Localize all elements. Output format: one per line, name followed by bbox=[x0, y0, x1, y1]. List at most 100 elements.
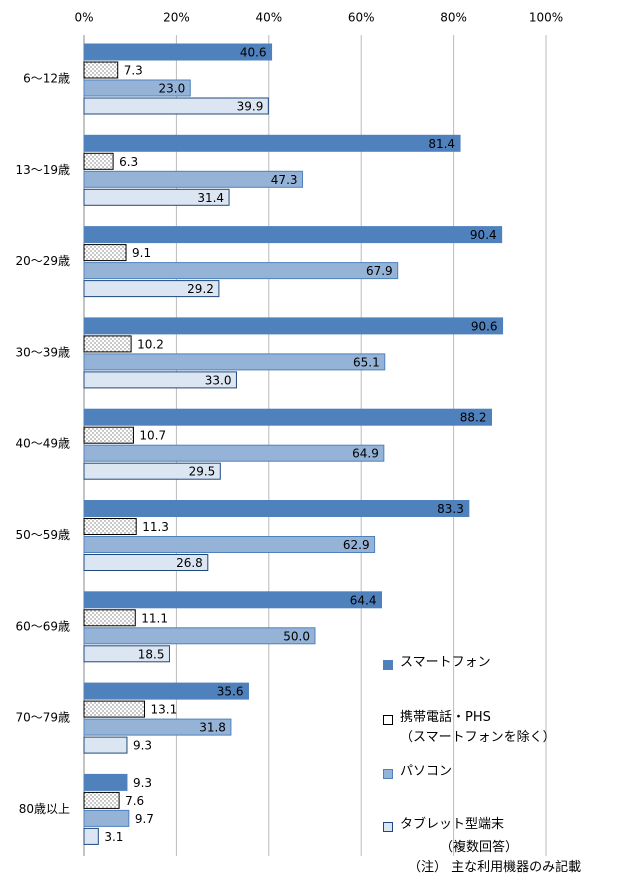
value-label: 10.7 bbox=[139, 429, 166, 443]
bar bbox=[83, 718, 232, 736]
bar bbox=[83, 317, 504, 335]
bar bbox=[83, 79, 191, 97]
value-label: 7.6 bbox=[125, 794, 144, 808]
value-label: 9.7 bbox=[135, 812, 154, 826]
value-label: 64.4 bbox=[350, 593, 377, 607]
legend-item: スマートフォン bbox=[383, 655, 491, 673]
legend-label: パソコン bbox=[400, 764, 453, 779]
bar bbox=[83, 134, 461, 152]
value-label: 40.6 bbox=[240, 46, 267, 60]
bar bbox=[83, 627, 316, 645]
bar bbox=[83, 518, 137, 535]
bar bbox=[83, 736, 128, 754]
value-label: 29.2 bbox=[187, 282, 214, 296]
value-label: 6.3 bbox=[119, 155, 138, 169]
x-tick-label: 20% bbox=[163, 11, 190, 25]
x-tick-label: 60% bbox=[348, 11, 375, 25]
legend-swatch bbox=[383, 715, 393, 725]
value-label: 83.3 bbox=[437, 502, 464, 516]
y-tick-label: 80歳以上 bbox=[19, 802, 70, 816]
value-label: 62.9 bbox=[343, 538, 370, 552]
bar bbox=[83, 61, 119, 79]
bar bbox=[83, 827, 99, 845]
bar bbox=[83, 700, 146, 718]
value-label: 7.3 bbox=[124, 64, 143, 78]
bar bbox=[83, 335, 132, 353]
value-label: 13.1 bbox=[151, 703, 178, 717]
y-tick-label: 60〜69歳 bbox=[15, 619, 70, 633]
bar bbox=[83, 609, 136, 627]
bar bbox=[83, 262, 399, 280]
value-label: 9.3 bbox=[133, 739, 152, 753]
bar bbox=[83, 170, 304, 188]
value-label: 90.4 bbox=[470, 228, 497, 242]
value-label: 50.0 bbox=[283, 629, 310, 643]
bar bbox=[83, 554, 209, 571]
bar bbox=[83, 645, 170, 663]
x-tick-label: 80% bbox=[440, 11, 467, 25]
bar bbox=[83, 536, 376, 553]
bar bbox=[83, 426, 134, 444]
bar bbox=[83, 462, 221, 480]
value-label: 33.0 bbox=[205, 373, 232, 387]
bar bbox=[83, 791, 120, 809]
x-tick-label: 0% bbox=[74, 11, 93, 25]
bar bbox=[83, 280, 220, 298]
value-label: 47.3 bbox=[271, 173, 298, 187]
bar bbox=[83, 444, 385, 462]
value-label: 10.2 bbox=[137, 337, 164, 351]
bar bbox=[83, 809, 130, 827]
legend-item: 携帯電話・PHS （スマートフォンを除く） bbox=[383, 710, 556, 748]
bar bbox=[83, 408, 492, 426]
legend-label: スマートフォン bbox=[400, 655, 491, 670]
value-label: 9.1 bbox=[132, 246, 151, 260]
bar bbox=[83, 371, 237, 389]
value-label: 31.4 bbox=[197, 191, 224, 205]
bar bbox=[83, 97, 269, 115]
bar bbox=[83, 500, 470, 517]
bar bbox=[83, 682, 249, 700]
y-tick-label: 20〜29歳 bbox=[15, 254, 70, 268]
legend-swatch bbox=[383, 660, 393, 670]
bar bbox=[83, 226, 503, 244]
x-tick-label: 100% bbox=[529, 11, 563, 25]
legend-label: タブレット型端末 bbox=[400, 817, 505, 832]
value-label: 3.1 bbox=[104, 830, 123, 844]
y-tick-label: 30〜39歳 bbox=[15, 345, 70, 359]
x-tick-label: 40% bbox=[255, 11, 282, 25]
footnote: （注） 主な利用機器のみ記載 bbox=[408, 860, 582, 875]
value-label: 9.3 bbox=[133, 776, 152, 790]
y-tick-label: 6〜12歳 bbox=[23, 72, 70, 86]
value-label: 35.6 bbox=[217, 685, 244, 699]
bar bbox=[83, 188, 230, 206]
value-label: 26.8 bbox=[176, 556, 203, 570]
legend-item: タブレット型端末 bbox=[383, 817, 505, 835]
y-tick-label: 70〜79歳 bbox=[15, 711, 70, 725]
value-label: 64.9 bbox=[352, 447, 379, 461]
value-label: 23.0 bbox=[159, 82, 186, 96]
legend-item: パソコン bbox=[383, 764, 453, 782]
y-tick-label: 40〜49歳 bbox=[15, 437, 70, 451]
legend-note: （複数回答） bbox=[440, 840, 519, 855]
value-label: 18.5 bbox=[138, 647, 165, 661]
value-label: 88.2 bbox=[460, 411, 487, 425]
y-tick-label: 13〜19歳 bbox=[15, 163, 70, 177]
bar bbox=[83, 152, 114, 170]
y-tick-label: 50〜59歳 bbox=[15, 528, 70, 542]
value-label: 11.3 bbox=[142, 520, 169, 534]
bar bbox=[83, 773, 128, 791]
legend-swatch bbox=[383, 769, 393, 779]
value-label: 81.4 bbox=[428, 137, 455, 151]
bar bbox=[83, 591, 383, 609]
value-label: 67.9 bbox=[366, 264, 393, 278]
bar bbox=[83, 353, 386, 371]
value-label: 90.6 bbox=[471, 319, 498, 333]
legend-label: 携帯電話・PHS （スマートフォンを除く） bbox=[400, 710, 556, 745]
legend-swatch bbox=[383, 822, 393, 832]
bar bbox=[83, 43, 273, 61]
value-label: 65.1 bbox=[353, 355, 380, 369]
value-label: 31.8 bbox=[199, 721, 226, 735]
value-label: 29.5 bbox=[189, 465, 216, 479]
